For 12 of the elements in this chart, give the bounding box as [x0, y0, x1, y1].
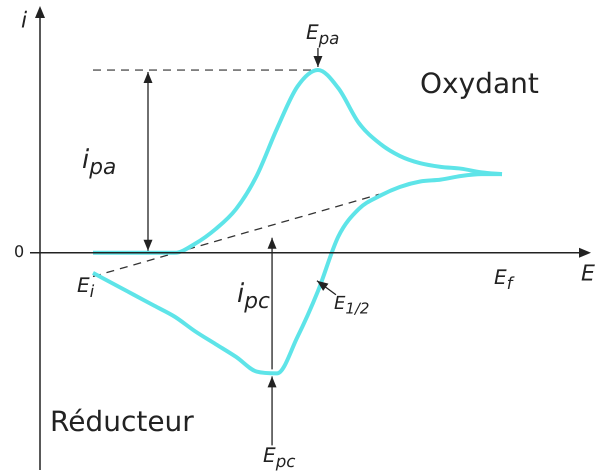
text: 0 — [14, 242, 24, 261]
annotation: i$_{pc}$ — [237, 278, 270, 314]
text: Réducteur — [50, 405, 194, 438]
annotation: E$_{f}$ — [494, 264, 513, 293]
annotation: E$_{1/2}$ — [334, 292, 370, 318]
annotation: i$_{pa}$ — [82, 145, 116, 181]
text: E$_{pa}$ — [306, 20, 340, 48]
annotation: E$_{i}$ — [77, 272, 94, 301]
annotation: Oxydant — [420, 67, 539, 100]
y-axis-title: i — [20, 8, 28, 34]
text: E$_{pc}$ — [263, 443, 296, 472]
x-axis-title: E — [581, 261, 596, 286]
